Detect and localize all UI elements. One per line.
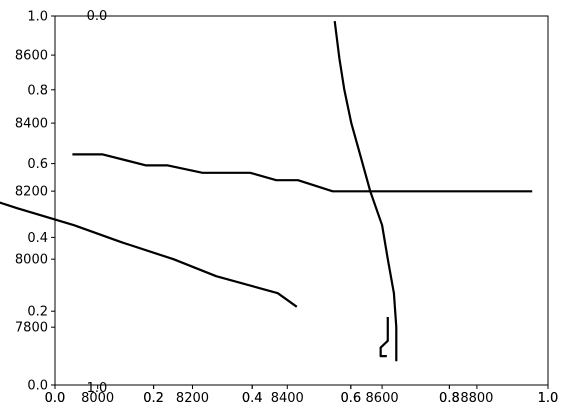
ax1-x-tick-label-3: 0.6 — [340, 391, 361, 406]
plot-frame — [55, 16, 548, 385]
ax3-y-tick-label-3: 8400 — [15, 117, 48, 132]
tick-layer: 0.0 0.2 0.4 0.6 0.8 1.00.00.20.40.60.81.00.0 0… — [15, 9, 558, 406]
axes-frame — [55, 16, 548, 385]
ax2-x-tick-label-2: 8400 — [271, 391, 304, 406]
ax2-y-tick-label-0: 0.0 — [87, 9, 108, 24]
ax0-y-tick-label-3: 0.6 — [27, 157, 48, 172]
ax3-y-tick-label-4: 8600 — [15, 49, 48, 64]
ax0-y-tick-label-5: 1.0 — [27, 10, 48, 25]
ax0-y-tick-label-1: 0.2 — [27, 305, 48, 320]
series-horizontal-line — [72, 154, 532, 191]
ax2-x-tick-label-3: 8600 — [366, 391, 399, 406]
ax1-x-tick-label-5: 1.0 — [538, 391, 559, 406]
ax3-y-tick-label-2: 8200 — [15, 185, 48, 200]
ax1-x-tick-label-1: 0.2 — [143, 391, 164, 406]
ax0-y-tick-label-2: 0.4 — [27, 231, 48, 246]
ax3-y-tick-label-1: 8000 — [15, 253, 48, 268]
series-layer — [0, 21, 532, 361]
ax2-x-tick-label-4: 8800 — [460, 391, 493, 406]
series-right-vertical-hook — [381, 317, 388, 356]
ax0-y-tick-label-4: 0.8 — [27, 83, 48, 98]
ax1-x-tick-label-4: 0.8 — [439, 391, 460, 406]
ax1-x-tick-label-0: 0.0 — [45, 391, 66, 406]
ax2-x-tick-label-1: 8200 — [176, 391, 209, 406]
ax2-y-tick-label-1: 1.0 — [87, 381, 108, 396]
ax3-y-tick-label-0: 7800 — [15, 321, 48, 336]
ax1-x-tick-label-2: 0.4 — [242, 391, 263, 406]
